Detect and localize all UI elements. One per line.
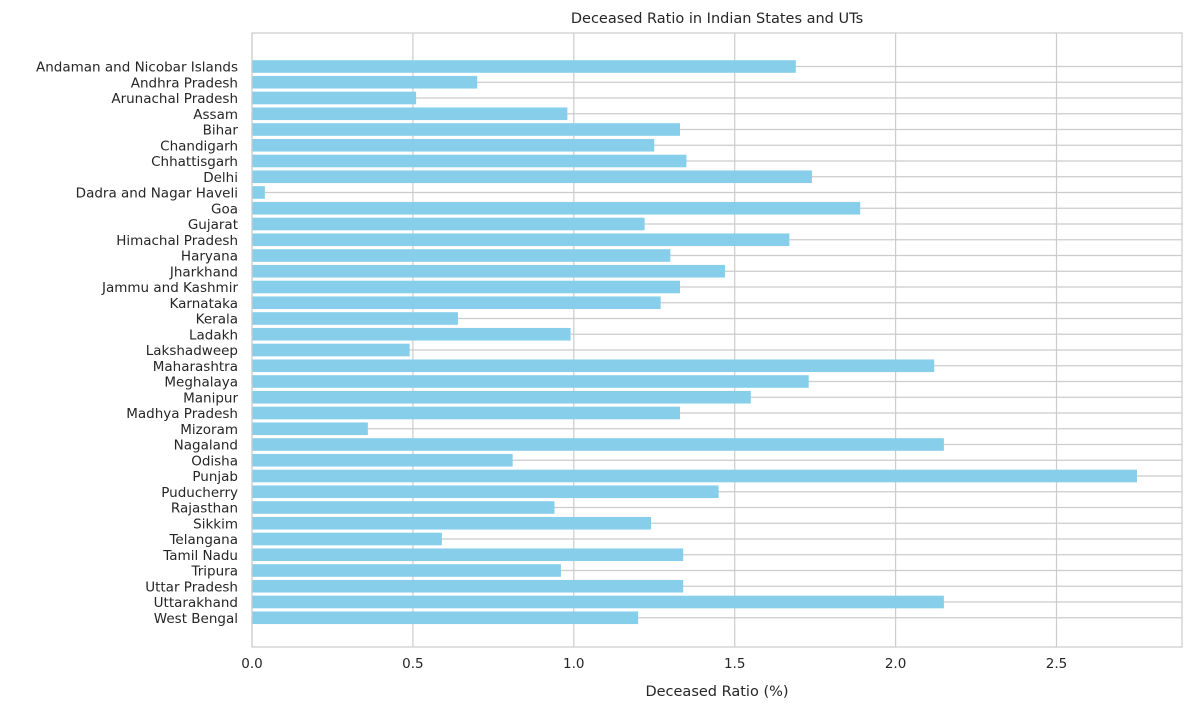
category-label: Gujarat: [188, 217, 238, 233]
category-label: Goa: [211, 201, 238, 217]
category-label: Delhi: [203, 170, 238, 186]
bar: [252, 548, 684, 562]
category-label: Jammu and Kashmir: [101, 280, 238, 296]
category-label: Andaman and Nicobar Islands: [36, 60, 238, 76]
bar: [252, 123, 680, 136]
category-label: Kerala: [196, 312, 238, 328]
bar: [252, 107, 568, 121]
bar: [252, 359, 935, 373]
bar: [252, 154, 687, 168]
category-label: Sikkim: [193, 516, 238, 532]
bar: [252, 312, 458, 325]
bar: [252, 595, 944, 609]
category-label: Bihar: [203, 123, 239, 139]
bar: [252, 422, 368, 436]
x-tick-label: 0.5: [402, 656, 423, 672]
category-label: Maharashtra: [153, 359, 238, 375]
bar: [252, 170, 812, 184]
category-label: Dadra and Nagar Haveli: [76, 186, 238, 202]
x-tick-label: 1.5: [724, 656, 745, 672]
bars: [252, 60, 1137, 625]
bar: [252, 60, 796, 73]
category-label: Andhra Pradesh: [131, 75, 238, 91]
chart-title: Deceased Ratio in Indian States and UTs: [571, 11, 863, 27]
bar: [252, 532, 442, 546]
bar: [252, 249, 671, 262]
category-label: Chhattisgarh: [151, 154, 238, 170]
bar: [252, 75, 478, 89]
category-label: Himachal Pradesh: [116, 233, 238, 249]
category-label: Rajasthan: [171, 501, 238, 517]
x-tick-labels: 0.0 0.5 1.0 1.5 2.0 2.5: [241, 656, 1067, 672]
bar: [252, 186, 265, 199]
bar: [252, 390, 751, 404]
category-label: Nagaland: [174, 438, 238, 454]
category-label: Puducherry: [161, 485, 238, 501]
bar: [252, 375, 809, 388]
category-label: Punjab: [192, 469, 238, 485]
bar: [252, 611, 639, 625]
bar: [252, 91, 417, 105]
category-label: Haryana: [181, 249, 238, 265]
category-label: Manipur: [183, 390, 238, 406]
category-label: Mizoram: [180, 422, 238, 438]
category-label: Ladakh: [189, 327, 238, 343]
bar: [252, 438, 944, 451]
bar: [252, 280, 680, 294]
bar: [252, 343, 410, 357]
bar: [252, 469, 1137, 483]
category-label: Karnataka: [170, 296, 238, 312]
bar: [252, 138, 655, 152]
bar: [252, 296, 661, 310]
category-label: Uttar Pradesh: [145, 579, 238, 595]
bar: [252, 453, 513, 467]
bar: [252, 501, 555, 514]
bar: [252, 201, 861, 215]
category-label: Odisha: [191, 453, 238, 469]
x-tick-label: 0.0: [241, 656, 262, 672]
bar: [252, 485, 719, 499]
bar: [252, 516, 652, 530]
bar: [252, 217, 645, 231]
category-label: Assam: [193, 107, 238, 123]
x-tick-label: 2.5: [1046, 656, 1067, 672]
plot-border: [251, 32, 1183, 648]
bar: [252, 233, 790, 247]
x-axis-label: Deceased Ratio (%): [645, 684, 788, 700]
category-label: Madhya Pradesh: [126, 406, 238, 422]
category-label: Tripura: [190, 564, 238, 580]
bar: [252, 264, 726, 278]
bar: [252, 579, 684, 593]
bar: [252, 406, 680, 420]
category-label: Uttarakhand: [154, 595, 238, 611]
category-label: Telangana: [168, 532, 238, 548]
x-tick-label: 1.0: [563, 656, 584, 672]
plot-frame: [251, 32, 1183, 648]
category-label: Meghalaya: [164, 375, 238, 391]
category-label: Jharkhand: [169, 264, 238, 280]
category-label: Tamil Nadu: [162, 548, 238, 564]
category-label: Arunachal Pradesh: [111, 91, 238, 107]
category-label: West Bengal: [154, 611, 238, 627]
bar: [252, 327, 571, 341]
x-tick-label: 2.0: [885, 656, 906, 672]
bar: [252, 564, 561, 577]
category-label: Lakshadweep: [146, 343, 238, 359]
category-label: Chandigarh: [160, 138, 238, 154]
